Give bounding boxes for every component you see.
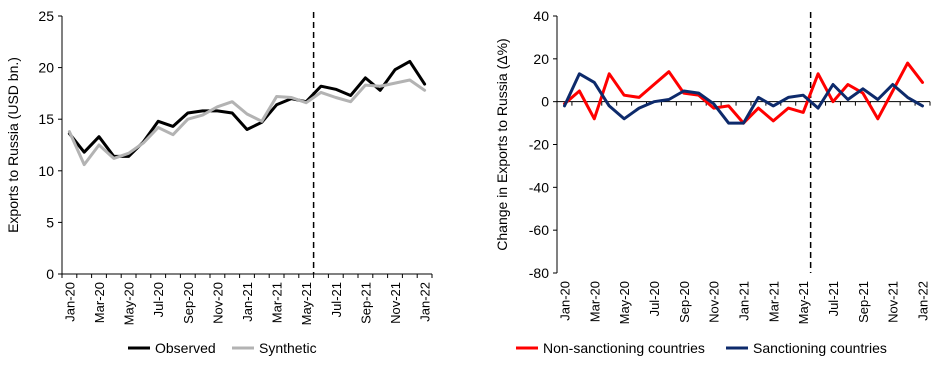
y-tick-label: 10 <box>38 163 54 179</box>
x-tick-label: Jan-21 <box>737 281 752 321</box>
x-tick-label: Jul-21 <box>329 282 344 317</box>
legend-label: Observed <box>155 340 216 356</box>
x-tick-label: Sep-21 <box>856 281 871 323</box>
x-tick-label: Mar-21 <box>270 282 285 323</box>
y-tick-label: 15 <box>38 111 54 127</box>
y-tick-label: 0 <box>46 266 54 282</box>
chart-2: -80 -60 -40 -20 0 20 40 Jan-20 Mar-20 May-20 Jul-2… <box>494 8 931 356</box>
y-tick-label: -60 <box>529 222 549 238</box>
y-axis-title: Exports to Russia (USD bn.) <box>5 57 21 233</box>
legend: Non-sanctioning countries Sanctioning cou… <box>516 340 887 356</box>
x-tick-label: Jan-20 <box>62 282 77 322</box>
y-tick-label: 5 <box>46 214 54 230</box>
legend-label: Synthetic <box>259 340 317 356</box>
x-tick-label: Jan-20 <box>557 281 572 321</box>
x-tick-label: Mar-20 <box>587 281 602 322</box>
legend: Observed Synthetic <box>128 340 317 356</box>
series-line-synthetic <box>67 78 427 167</box>
y-tick-label: 20 <box>533 51 549 67</box>
y-tick-label: -80 <box>529 265 549 281</box>
x-tick-label: Mar-21 <box>766 281 781 322</box>
x-tick-label: Jul-20 <box>151 282 166 317</box>
x-tick-label: May-20 <box>617 281 632 324</box>
chart-1: 0 5 10 15 20 25 Jan-20 Mar-20 May-20 Jul-20 Sep-20… <box>5 8 433 356</box>
y-tick-label: -20 <box>529 137 549 153</box>
x-tick-label: May-21 <box>299 282 314 325</box>
x-tick-label: Nov-21 <box>388 282 403 324</box>
y-tick-label: 0 <box>541 94 549 110</box>
x-tick-label: Jul-20 <box>647 281 662 316</box>
x-tick-label: Nov-21 <box>886 281 901 323</box>
x-tick-label: Jul-21 <box>826 281 841 316</box>
y-tick-label: 20 <box>38 60 54 76</box>
y-tick-label: -40 <box>529 179 549 195</box>
x-tick-label: May-21 <box>796 281 811 324</box>
x-tick-label: Nov-20 <box>707 281 722 323</box>
x-tick-label: Nov-20 <box>210 282 225 324</box>
y-tick-label: 25 <box>38 8 54 24</box>
x-tick-label: Sep-21 <box>358 282 373 324</box>
legend-label: Non-sanctioning countries <box>543 340 705 356</box>
x-tick-label: Sep-20 <box>677 281 692 323</box>
x-tick-label: Jan-22 <box>418 282 433 322</box>
y-tick-label: 40 <box>533 8 549 24</box>
series-line-observed <box>67 59 427 158</box>
x-tick-label: Jan-21 <box>240 282 255 322</box>
series-line-sanctioning-countries <box>563 72 924 125</box>
legend-label: Sanctioning countries <box>753 340 887 356</box>
x-tick-label: Sep-20 <box>181 282 196 324</box>
x-tick-label: May-20 <box>122 282 137 325</box>
y-axis-title: Change in Exports to Russia (Δ%) <box>494 38 510 250</box>
x-tick-label: Mar-20 <box>92 282 107 323</box>
x-tick-label: Jan-22 <box>916 281 931 321</box>
